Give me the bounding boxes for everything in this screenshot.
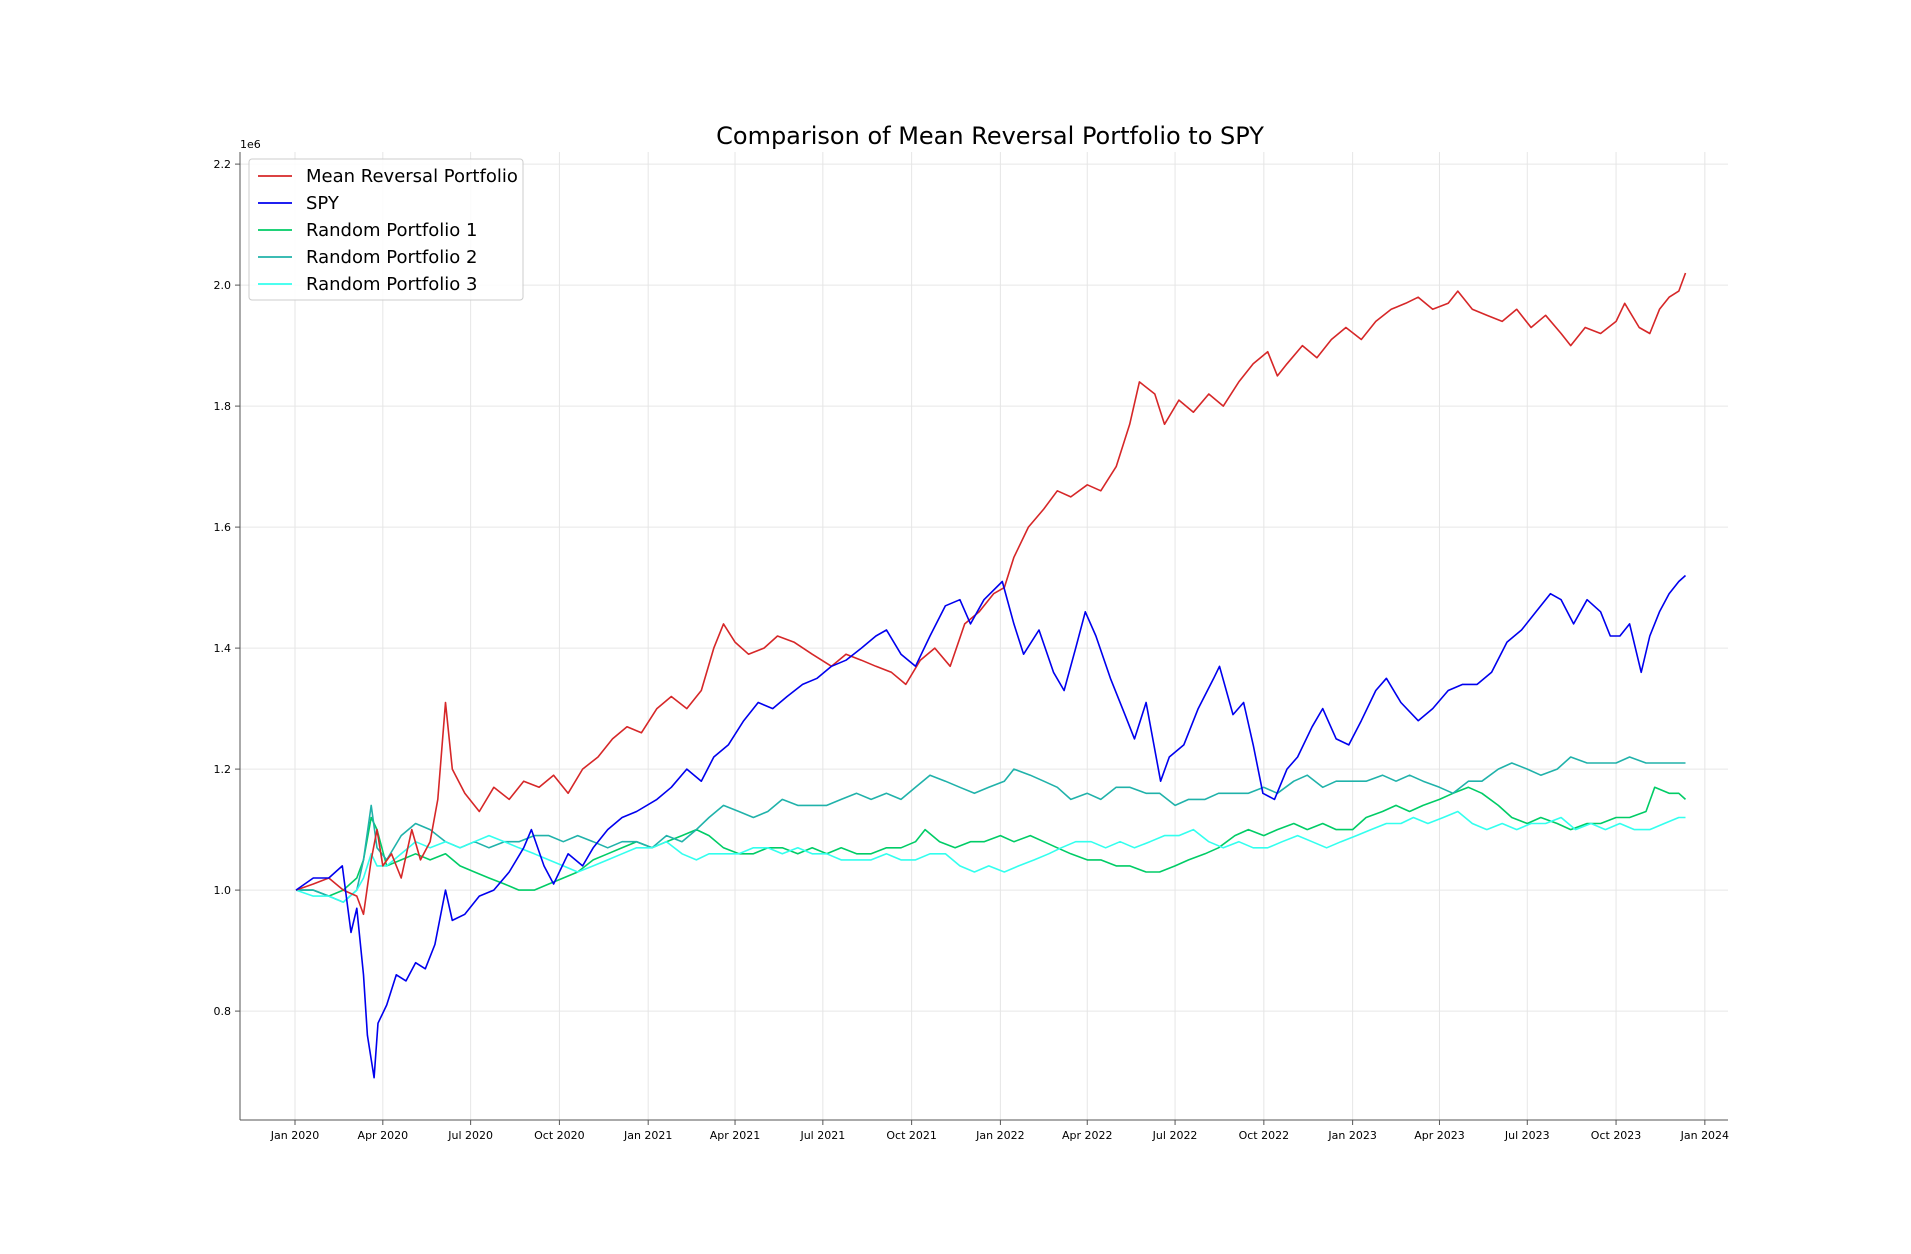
legend: Mean Reversal Portfolio SPY Random Portfol… <box>248 158 524 301</box>
x-tick-label: Apr 2021 <box>710 1129 761 1142</box>
y-tick-label: 2.0 <box>214 279 232 292</box>
y-tick-label: 1.8 <box>214 400 232 413</box>
x-tick-label: Apr 2020 <box>358 1129 409 1142</box>
x-tick-label: Jul 2022 <box>1152 1129 1198 1142</box>
legend-label-mean-reversal-portfolio: Mean Reversal Portfolio <box>306 166 518 187</box>
y-tick-label: 1.0 <box>214 884 232 897</box>
legend-label-random-portfolio-3: Random Portfolio 3 <box>306 274 477 295</box>
x-tick-label: Apr 2022 <box>1062 1129 1113 1142</box>
legend-label-random-portfolio-1: Random Portfolio 1 <box>306 220 477 241</box>
x-tick-label: Jan 2023 <box>1327 1129 1376 1142</box>
y-offset-label: 1e6 <box>240 138 261 151</box>
y-tick-label: 1.2 <box>214 763 232 776</box>
legend-label-random-portfolio-2: Random Portfolio 2 <box>306 247 477 268</box>
x-tick-label: Jan 2022 <box>975 1129 1024 1142</box>
x-tick-label: Jul 2021 <box>799 1129 845 1142</box>
x-tick-label: Oct 2020 <box>534 1129 585 1142</box>
y-tick-label: 2.2 <box>214 158 232 171</box>
y-tick-label: 0.8 <box>214 1005 232 1018</box>
x-tick-label: Jan 2024 <box>1680 1129 1729 1142</box>
y-ticks: 0.8 1.0 1.2 1.4 1.6 1.8 2.0 2.2 <box>214 158 240 1018</box>
y-tick-label: 1.6 <box>214 521 232 534</box>
series-line-random-portfolio-2 <box>296 756 1686 903</box>
series-line-spy <box>295 574 1687 1079</box>
series-line-random-portfolio-1 <box>296 786 1687 897</box>
x-tick-label: Oct 2022 <box>1239 1129 1290 1142</box>
legend-box <box>248 158 524 301</box>
x-tick-label: Jul 2020 <box>447 1129 493 1142</box>
x-tick-label: Jan 2021 <box>623 1129 672 1142</box>
y-tick-label: 1.4 <box>214 642 232 655</box>
x-ticks: Jan 2020 Apr 2020 Jul 2020 Oct 2020 Jan 2021… <box>270 1120 1729 1142</box>
x-tick-label: Oct 2023 <box>1591 1129 1642 1142</box>
x-tick-label: Oct 2021 <box>886 1129 937 1142</box>
x-tick-label: Jan 2020 <box>270 1129 319 1142</box>
series-line-mean-reversal-portfolio <box>295 272 1687 916</box>
x-tick-label: Apr 2023 <box>1414 1129 1465 1142</box>
axes <box>239 152 1728 1121</box>
grid <box>240 152 1728 1120</box>
series-lines <box>295 272 1687 1079</box>
series-line-random-portfolio-3 <box>295 810 1686 903</box>
chart-title: Comparison of Mean Reversal Portfolio to… <box>716 122 1264 150</box>
x-tick-label: Jul 2023 <box>1504 1129 1550 1142</box>
legend-label-spy: SPY <box>306 193 340 214</box>
